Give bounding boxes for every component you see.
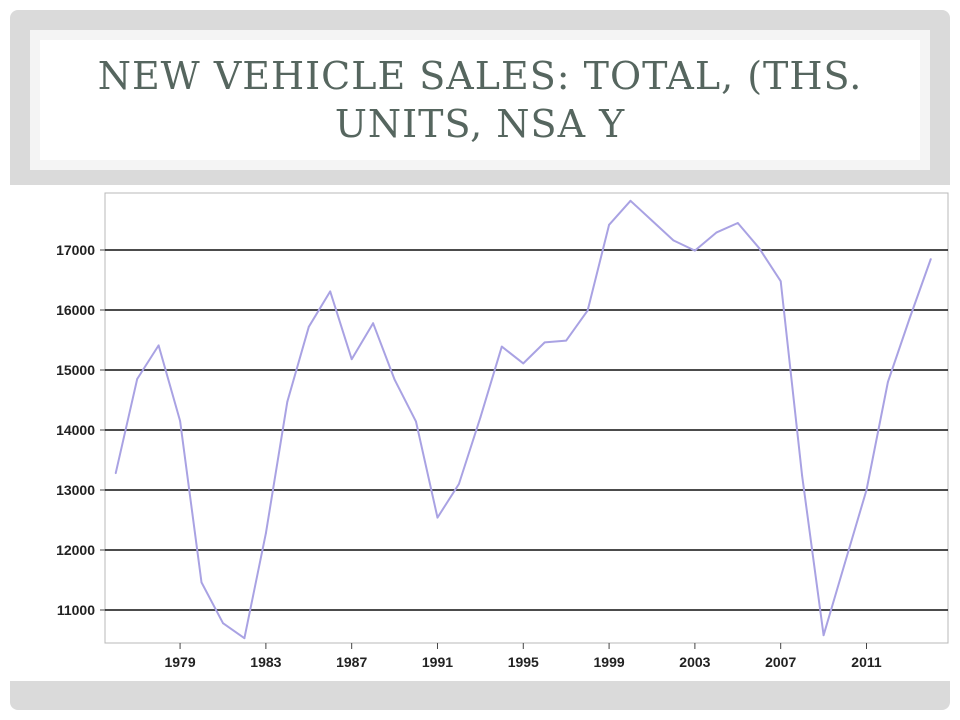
data-point (779, 280, 782, 283)
y-tick-label: 13000 (56, 482, 95, 498)
data-point (500, 345, 503, 348)
data-point (629, 199, 632, 202)
data-point (908, 318, 911, 320)
plot-area (104, 192, 949, 644)
data-point (415, 420, 417, 423)
data-point (179, 420, 181, 422)
x-tick-label: 1983 (250, 654, 281, 670)
data-point (243, 637, 246, 640)
x-tick-label: 1991 (422, 654, 453, 670)
data-point (329, 290, 332, 293)
line-chart: 11000 12000 13000 14000 15000 16000 17000 1979 1… (56, 192, 949, 670)
y-tick-label: 14000 (56, 422, 95, 438)
data-point (522, 362, 525, 365)
data-point (350, 358, 353, 361)
data-point (222, 622, 224, 625)
data-point (822, 634, 825, 637)
data-point (393, 378, 396, 381)
data-point (801, 474, 804, 477)
data-point (479, 416, 482, 419)
data-point (715, 231, 718, 234)
x-tick-label: 2003 (679, 654, 710, 670)
y-tick-label: 16000 (56, 302, 95, 318)
data-point (157, 344, 160, 347)
data-point (865, 489, 868, 491)
data-point (651, 219, 653, 222)
x-tick-label: 2011 (851, 654, 882, 670)
y-tick-label: 12000 (56, 542, 95, 558)
data-point (608, 223, 610, 226)
data-point (929, 258, 932, 260)
y-tick-label: 11000 (57, 602, 95, 618)
title-box: NEW VEHICLE SALES: TOTAL, (THS. UNITS, N… (40, 40, 920, 160)
y-tick-label: 15000 (56, 362, 95, 378)
x-tick-label: 1999 (594, 654, 625, 670)
data-point (372, 322, 375, 325)
data-point (543, 341, 546, 344)
x-tick-label: 1995 (508, 654, 539, 670)
data-point (586, 309, 589, 312)
data-point (693, 249, 696, 252)
x-tick-label: 1987 (336, 654, 367, 670)
data-point (264, 532, 267, 535)
data-point (565, 339, 568, 342)
y-tick-label: 17000 (56, 242, 95, 258)
data-point (436, 516, 439, 519)
data-point (758, 247, 761, 250)
data-point (736, 222, 739, 224)
data-point (458, 483, 460, 485)
chart-panel: 11000 12000 13000 14000 15000 16000 17000 1979 1… (10, 185, 950, 681)
data-point (307, 325, 310, 328)
data-point (887, 381, 889, 383)
data-point (136, 378, 139, 380)
data-point (200, 581, 203, 584)
data-point (672, 239, 675, 242)
slide-title: NEW VEHICLE SALES: TOTAL, (THS. UNITS, N… (97, 54, 863, 146)
data-point (844, 561, 846, 564)
data-point (286, 400, 289, 403)
data-point (114, 472, 117, 475)
x-tick-label: 2007 (765, 654, 796, 670)
x-tick-label: 1979 (164, 654, 195, 670)
